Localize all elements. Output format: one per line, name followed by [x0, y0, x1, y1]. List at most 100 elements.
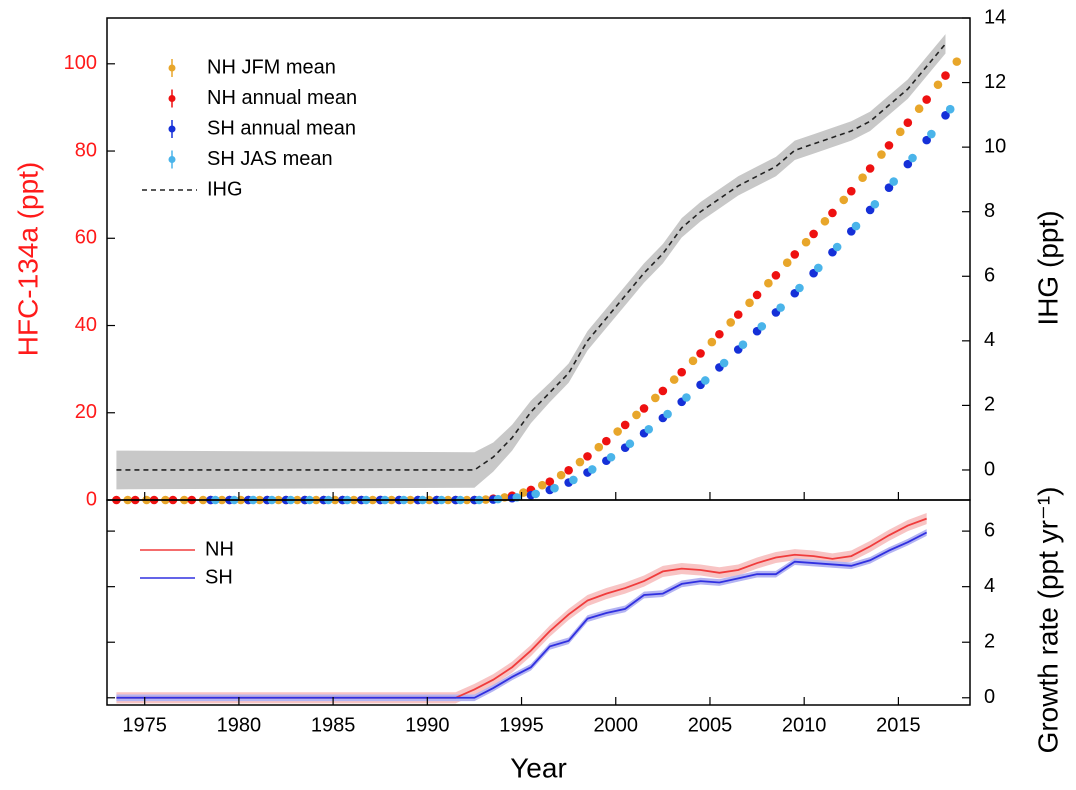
data-point [865, 164, 875, 173]
data-point [669, 375, 679, 384]
data-point [945, 104, 955, 114]
data-point [922, 135, 931, 145]
data-point [531, 489, 540, 499]
data-point [851, 221, 861, 231]
data-point [556, 470, 566, 480]
data-point [719, 358, 729, 368]
x-tick-label: 1975 [122, 714, 167, 736]
data-point [726, 318, 735, 327]
legend-marker [168, 125, 176, 133]
series-line [116, 43, 947, 471]
data-point [575, 457, 585, 467]
data-point [745, 298, 754, 308]
data-point [658, 386, 668, 396]
data-point [858, 173, 867, 182]
y-tick-label: 0 [984, 686, 995, 708]
data-point [564, 466, 573, 475]
data-point [914, 104, 924, 114]
data-point [790, 250, 800, 259]
data-point [757, 322, 767, 331]
data-point [903, 159, 913, 169]
legend-label: NH annual mean [207, 87, 357, 109]
y-tick-label: 40 [75, 314, 97, 336]
y2-tick-label: 8 [984, 200, 995, 222]
data-point [771, 271, 781, 280]
data-point [569, 475, 578, 485]
y2-tick-label: 10 [984, 135, 1006, 157]
y-tick-label: 20 [75, 401, 97, 423]
data-point [828, 208, 837, 218]
data-point [632, 410, 641, 420]
data-point [644, 425, 654, 434]
data-point [677, 367, 687, 377]
y-tick-label: 100 [64, 52, 97, 74]
y2-tick-label: 6 [984, 265, 995, 287]
x-tick-label: 2000 [594, 714, 639, 736]
data-point [927, 129, 936, 139]
y-tick-label: 2 [984, 631, 995, 653]
data-point [707, 337, 717, 347]
y2-tick-label: 2 [984, 394, 995, 416]
legend-label: SH annual mean [207, 117, 356, 139]
data-point [908, 153, 917, 163]
data-point [583, 452, 592, 461]
data-point [870, 199, 880, 209]
legend-label: SH JAS mean [207, 148, 333, 170]
legend-marker [168, 64, 176, 72]
plot-frame [106, 499, 971, 706]
data-point [865, 205, 875, 215]
y2-axis-label: Growth rate (ppt yr⁻¹) [1032, 487, 1063, 754]
data-point [782, 258, 792, 268]
y2-tick-label: 0 [984, 458, 995, 480]
data-point [877, 150, 886, 159]
data-point [602, 436, 611, 446]
y-axis-label: HFC-134a (ppt) [12, 162, 43, 357]
data-point [820, 216, 830, 226]
data-point [625, 439, 635, 449]
x-tick-label: 1985 [311, 714, 356, 736]
y2-tick-label: 12 [984, 71, 1006, 93]
data-point [682, 393, 691, 402]
data-point [733, 310, 743, 319]
legend-label: IHG [207, 178, 243, 200]
data-point [814, 263, 823, 273]
x-tick-label: 1990 [405, 714, 450, 736]
y-tick-label: 6 [984, 519, 995, 541]
series-line [116, 517, 927, 699]
data-point [639, 404, 649, 413]
x-axis-label: Year [510, 752, 567, 783]
data-point [922, 95, 931, 104]
legend-marker [168, 95, 176, 102]
data-point [700, 376, 710, 385]
y-tick-label: 80 [75, 139, 97, 161]
data-point [688, 356, 698, 366]
data-point [952, 57, 962, 66]
data-point [941, 110, 950, 120]
y-tick-label: 4 [984, 575, 995, 597]
data-point [795, 283, 804, 293]
x-tick-label: 2005 [688, 714, 733, 736]
y-tick-label: 0 [86, 488, 97, 510]
data-point [809, 229, 818, 239]
data-point [594, 442, 604, 452]
series-line [116, 531, 928, 699]
data-point [941, 71, 950, 80]
data-point [764, 278, 773, 288]
data-point [889, 177, 898, 186]
data-point [776, 303, 785, 312]
legend-marker [168, 156, 176, 163]
legend-label: NH JFM mean [207, 56, 336, 78]
data-point [587, 465, 597, 474]
data-point [884, 141, 894, 150]
data-point [620, 420, 630, 430]
x-tick-label: 1995 [499, 714, 544, 736]
data-point [663, 409, 672, 419]
data-point [537, 480, 547, 490]
data-point [493, 494, 503, 504]
data-point [606, 452, 616, 462]
data-point [884, 183, 894, 192]
data-point [651, 393, 660, 403]
data-point [715, 329, 724, 339]
data-point [696, 349, 705, 358]
